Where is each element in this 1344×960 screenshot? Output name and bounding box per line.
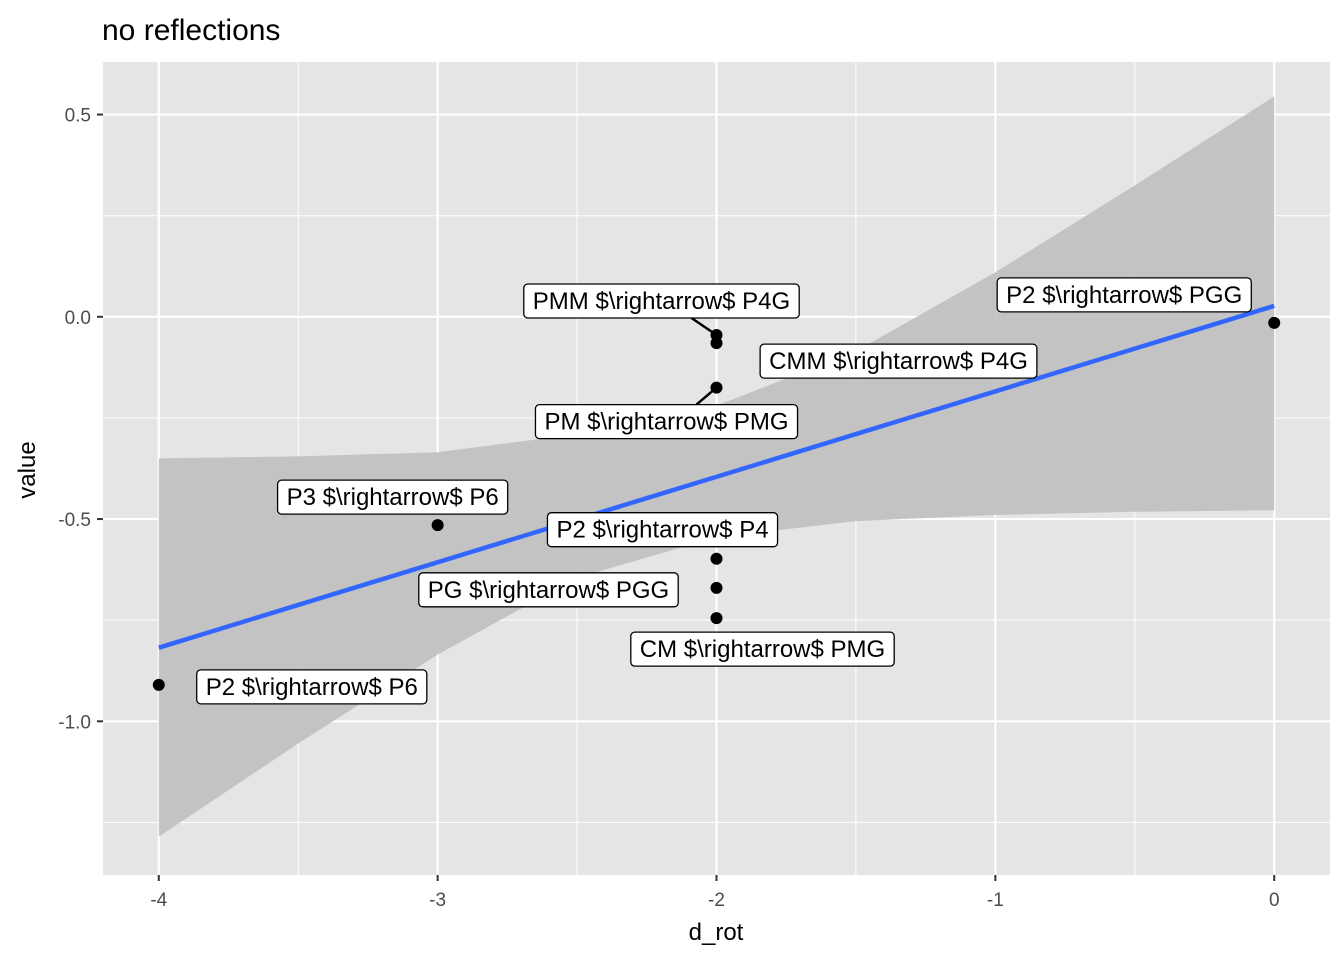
x-tick-label: -3 (429, 890, 446, 911)
y-tick-label: -0.5 (58, 510, 91, 531)
point-label-text: P2 $\rightarrow$ P6 (206, 674, 418, 701)
point-label: P2 $\rightarrow$ PGG (996, 277, 1252, 313)
y-axis-title: value (14, 441, 41, 498)
point-label: P2 $\rightarrow$ P4 (546, 512, 779, 548)
point-label-text: PMM $\rightarrow$ P4G (533, 288, 790, 315)
confidence-band (158, 96, 1275, 837)
point-label-box (418, 572, 679, 608)
y-axis: 0.5 0.0 -0.5 -1.0 (58, 106, 103, 733)
point-label-box (996, 277, 1252, 313)
y-tick-label: 0.0 (65, 308, 91, 329)
data-point (710, 612, 723, 625)
point-label: CM $\rightarrow$ PMG (630, 631, 895, 667)
point-label-text: P2 $\rightarrow$ P4 (556, 517, 768, 544)
point-label-text: PG $\rightarrow$ PGG (428, 577, 669, 604)
point-label: PG $\rightarrow$ PGG (418, 572, 679, 608)
point-label-text: CMM $\rightarrow$ P4G (769, 348, 1028, 375)
point-label-box (546, 512, 779, 548)
point-label: P3 $\rightarrow$ P6 (276, 479, 509, 515)
point-label-box (534, 403, 799, 440)
label-leader-line (695, 386, 718, 406)
point-label-box (523, 283, 800, 319)
x-tick-label: -1 (987, 890, 1004, 911)
point-label: PMM $\rightarrow$ P4G (523, 283, 800, 319)
point-label: CMM $\rightarrow$ P4G (759, 343, 1038, 379)
point-label-box (759, 343, 1038, 379)
point-label-text: CM $\rightarrow$ PMG (640, 636, 885, 663)
plot-panel: P2 $\rightarrow$ PGG PMM $\rightarrow$ P4… (103, 62, 1330, 875)
x-tick-label: -4 (150, 890, 167, 911)
point-label-text: PM $\rightarrow$ PMG (544, 409, 788, 436)
point-label-box (196, 669, 428, 705)
point-label-box (630, 631, 895, 667)
regression-line (158, 303, 1275, 650)
data-point (431, 519, 444, 532)
point-label: PM $\rightarrow$ PMG (534, 403, 799, 440)
data-point (710, 552, 723, 565)
x-axis-title: d_rot (689, 919, 744, 946)
y-tick-label: -1.0 (58, 712, 91, 733)
x-tick-label: 0 (1269, 890, 1280, 911)
point-label-box (276, 479, 509, 515)
x-tick-label: -2 (708, 890, 725, 911)
chart-title: no reflections (102, 14, 280, 47)
data-point (710, 337, 723, 350)
data-point (1268, 316, 1281, 329)
label-leader-line (690, 316, 718, 337)
point-label-text: P3 $\rightarrow$ P6 (287, 484, 499, 511)
data-point (152, 678, 165, 691)
point-label-text: P2 $\rightarrow$ PGG (1006, 282, 1242, 309)
data-point (710, 581, 723, 594)
y-tick-label: 0.5 (65, 106, 91, 127)
x-axis: -4 -3 -2 -1 0 (150, 875, 1280, 911)
point-label: P2 $\rightarrow$ P6 (196, 669, 428, 705)
